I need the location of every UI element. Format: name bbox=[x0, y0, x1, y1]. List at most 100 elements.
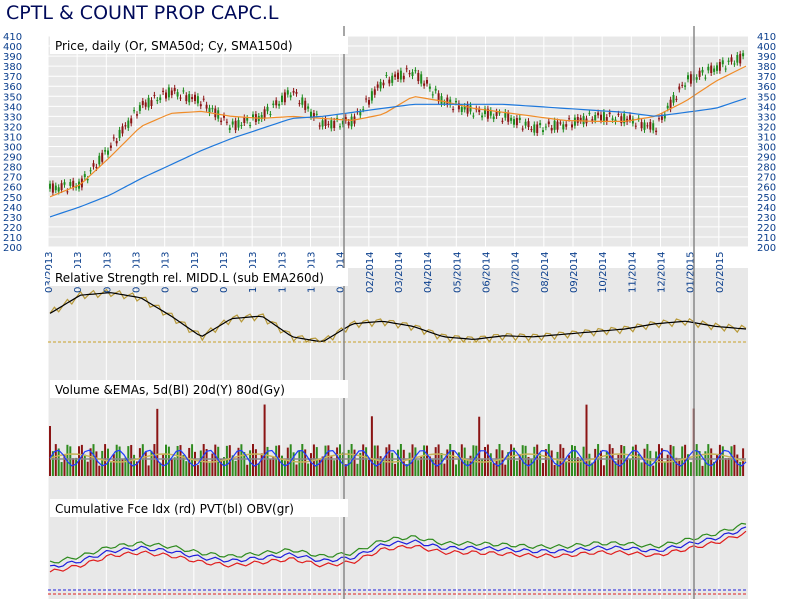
price-candle-body bbox=[568, 118, 571, 120]
x-tick-label: 10/2014 bbox=[598, 251, 609, 293]
volume-bar bbox=[716, 454, 718, 476]
price-candle-body bbox=[344, 117, 347, 121]
price-candle-body bbox=[536, 124, 539, 134]
price-candle-body bbox=[153, 94, 156, 96]
price-candle-body bbox=[176, 92, 179, 97]
price-candle-body bbox=[350, 116, 353, 127]
price-candle-body bbox=[704, 77, 707, 79]
volume-bar bbox=[565, 461, 568, 476]
volume-bar bbox=[452, 450, 455, 476]
price-candle-body bbox=[655, 130, 658, 133]
volume-bar bbox=[678, 458, 681, 476]
volume-bar bbox=[194, 451, 196, 476]
price-candle-body bbox=[159, 97, 162, 100]
price-candle-body bbox=[385, 75, 388, 77]
y-tick-label-left: 290 bbox=[3, 153, 22, 164]
volume-bar bbox=[176, 445, 179, 476]
price-candle-body bbox=[101, 152, 104, 162]
volume-bar bbox=[220, 459, 223, 476]
y-tick-label-right: 310 bbox=[757, 132, 776, 143]
y-tick-label-left: 280 bbox=[3, 163, 22, 174]
volume-bar bbox=[240, 444, 243, 476]
price-candle-body bbox=[591, 119, 594, 121]
price-candle-body bbox=[597, 112, 600, 116]
x-tick-label: 12/2014 bbox=[657, 251, 668, 293]
volume-bar bbox=[727, 457, 730, 476]
volume-bar bbox=[631, 446, 634, 476]
y-tick-label-left: 360 bbox=[3, 82, 22, 93]
price-candle-body bbox=[133, 110, 136, 112]
y-tick-label-right: 320 bbox=[757, 122, 776, 133]
y-tick-label-right: 200 bbox=[757, 243, 776, 254]
price-candle-body bbox=[263, 109, 266, 118]
price-candle-body bbox=[672, 94, 675, 103]
volume-bar bbox=[663, 461, 666, 476]
sma50-line bbox=[49, 65, 747, 198]
price-candle-body bbox=[533, 124, 536, 133]
volume-bar bbox=[536, 444, 539, 476]
cumulative-force-index-line bbox=[49, 530, 747, 573]
volume-bar bbox=[281, 455, 283, 476]
volume-bar bbox=[637, 454, 640, 476]
volume-bar bbox=[185, 461, 188, 476]
volume-bar bbox=[260, 453, 263, 476]
price-candle-body bbox=[115, 140, 118, 144]
volume-bar bbox=[315, 447, 318, 476]
price-candle-body bbox=[687, 75, 689, 80]
price-candle-body bbox=[504, 112, 507, 118]
price-candle-body bbox=[333, 120, 336, 128]
volume-bar bbox=[524, 445, 527, 476]
x-tick-label: 02/2015 bbox=[715, 251, 726, 293]
volume-bar bbox=[246, 464, 249, 476]
x-tick-label: 06/2014 bbox=[482, 251, 493, 293]
price-candle-body bbox=[710, 65, 713, 73]
price-candle-body bbox=[63, 182, 66, 185]
x-tick-label: 09/2014 bbox=[569, 251, 580, 293]
x-tick-label: 01/2015 bbox=[686, 251, 697, 293]
price-candle-body bbox=[530, 129, 533, 131]
price-candle-body bbox=[324, 119, 327, 126]
price-candle-body bbox=[637, 117, 640, 119]
price-candle-body bbox=[602, 112, 605, 122]
y-tick-label-left: 320 bbox=[3, 122, 22, 133]
sma150-line bbox=[49, 97, 747, 218]
volume-bar bbox=[571, 445, 573, 476]
volume-bar bbox=[585, 404, 588, 476]
volume-bar bbox=[78, 446, 80, 476]
volume-bar bbox=[266, 446, 269, 476]
volume-bar bbox=[611, 448, 614, 476]
price-candle-body bbox=[695, 77, 698, 80]
price-candle-body bbox=[298, 103, 301, 105]
y-tick-label-right: 380 bbox=[757, 62, 776, 73]
price-candle-body bbox=[223, 115, 225, 118]
price-candle-body bbox=[527, 121, 530, 128]
volume-bar bbox=[695, 444, 698, 476]
price-candle-body bbox=[127, 120, 130, 128]
price-candle-body bbox=[678, 86, 681, 90]
volume-bar bbox=[684, 444, 687, 476]
price-candle-body bbox=[469, 105, 472, 112]
price-candle-body bbox=[98, 155, 101, 165]
price-candle-body bbox=[547, 121, 550, 125]
price-candle-body bbox=[681, 84, 684, 86]
volume-bar bbox=[649, 450, 652, 476]
y-tick-label-left: 260 bbox=[3, 183, 22, 194]
price-candle-body bbox=[208, 107, 211, 114]
y-tick-label-left: 350 bbox=[3, 92, 22, 103]
volume-bar bbox=[701, 465, 704, 476]
volume-bar bbox=[405, 464, 408, 476]
volume-bar bbox=[124, 457, 127, 476]
price-candle-body bbox=[365, 98, 368, 100]
price-candle-body bbox=[733, 63, 736, 65]
price-candle-body bbox=[107, 150, 109, 155]
price-candle-body bbox=[486, 108, 489, 119]
price-candle-body bbox=[179, 97, 182, 99]
volume-bar bbox=[513, 447, 515, 476]
price-candle-body bbox=[376, 84, 379, 88]
volume-bar bbox=[112, 454, 115, 476]
volume-bar bbox=[356, 463, 359, 476]
price-candle-body bbox=[617, 113, 620, 115]
volume-bar bbox=[658, 444, 660, 476]
y-tick-label-right: 350 bbox=[757, 92, 776, 103]
